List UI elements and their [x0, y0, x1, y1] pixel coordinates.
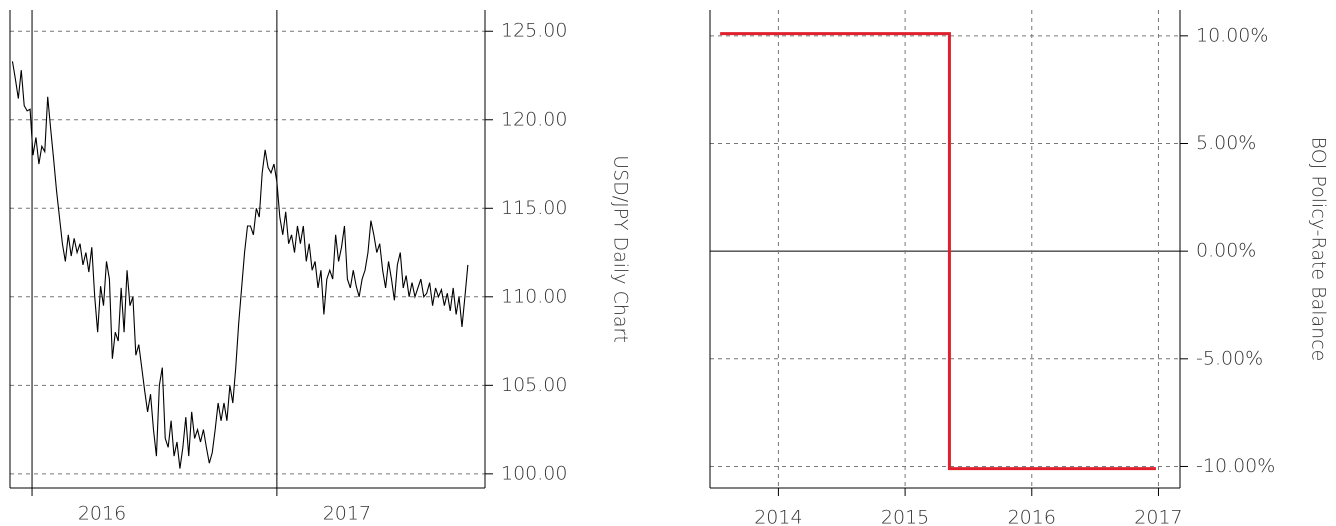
- x-tick-label: 2016: [1008, 507, 1056, 526]
- data-line: [11, 61, 469, 469]
- y-tick-label: 125.00: [501, 20, 567, 42]
- y-tick-label: 5.00%: [1196, 132, 1256, 154]
- y-tick-label: -5.00%: [1196, 347, 1263, 369]
- x-tick-label: 2014: [754, 507, 802, 526]
- x-tick-label: 2017: [323, 503, 371, 525]
- y-axis-label: BOJ Policy-Rate Balance: [1308, 137, 1330, 362]
- y-tick-label: 0.00%: [1196, 240, 1256, 262]
- data-line: [720, 32, 1156, 471]
- x-tick-label: 2017: [1134, 507, 1182, 526]
- y-tick-label: 10.00%: [1196, 24, 1268, 46]
- x-tick-label: 2016: [78, 503, 126, 525]
- y-tick-label: -10.00%: [1196, 455, 1275, 477]
- y-tick-label: 105.00: [501, 374, 567, 396]
- x-tick-label: 2015: [881, 507, 929, 526]
- chart-panel: -10.00% -5.00% 0.00% 5.00% 10.00% 2014 2015 201…: [709, 10, 1330, 526]
- y-axis-label: USD/JPY Daily Chart: [610, 155, 632, 343]
- y-tick-label: 115.00: [501, 197, 567, 219]
- y-tick-label: 120.00: [501, 108, 567, 130]
- chart-panel: 100.00 105.00 110.00 115.00 120.00 125.00 2016…: [9, 10, 632, 525]
- y-tick-label: 100.00: [501, 462, 567, 484]
- y-tick-label: 110.00: [501, 285, 567, 307]
